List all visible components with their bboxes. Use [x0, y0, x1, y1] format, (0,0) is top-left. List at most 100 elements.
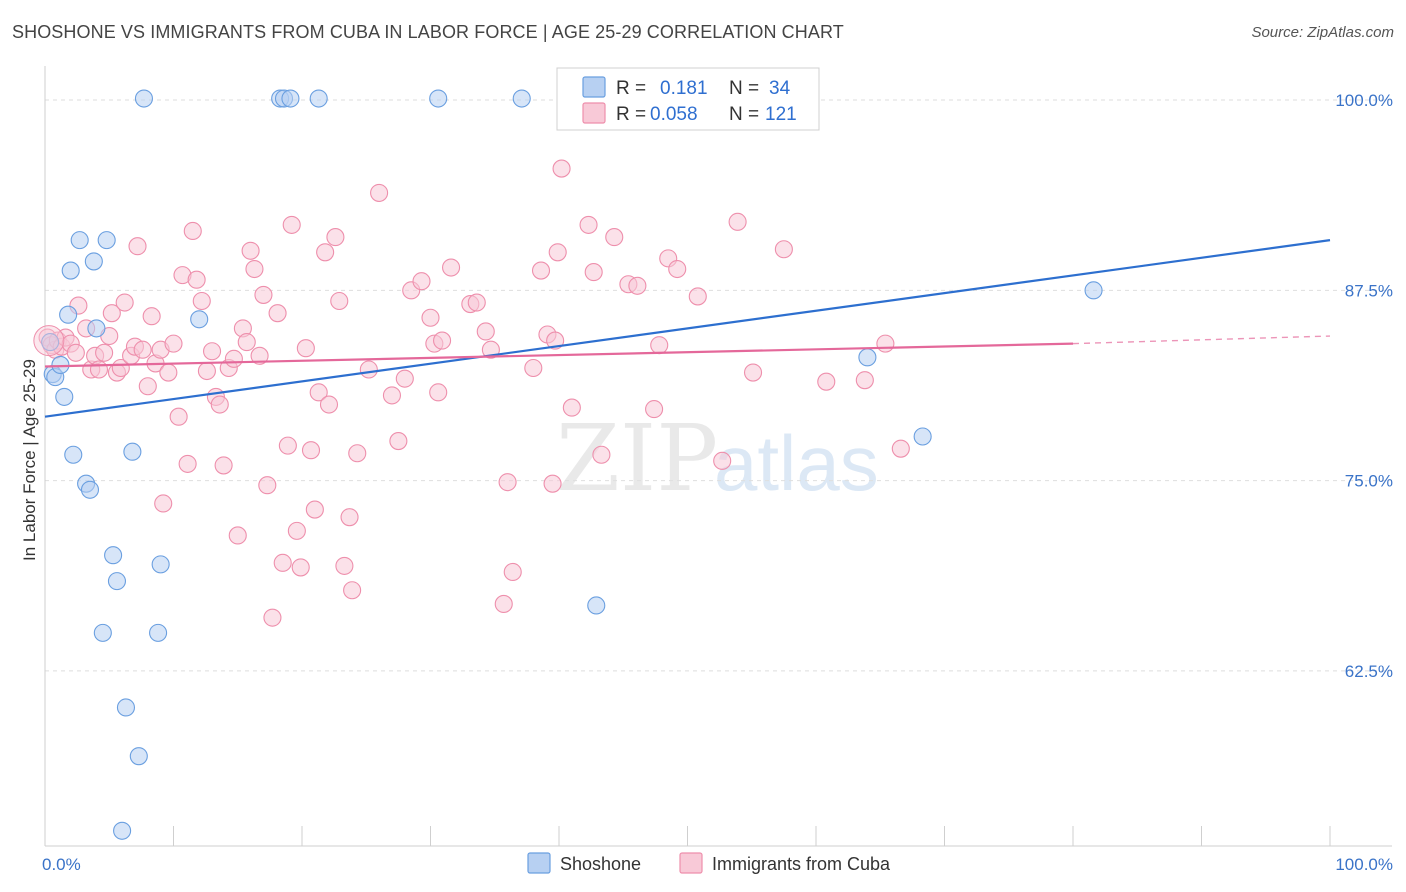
- legend-swatch-cuba: [582, 102, 606, 124]
- point-cuba-46: [241, 241, 260, 260]
- point-shoshone-8: [70, 231, 89, 250]
- point-cuba-47: [245, 259, 264, 279]
- point-shoshone-0: [41, 333, 60, 352]
- point-cuba-102: [645, 400, 664, 419]
- point-shoshone-12: [87, 319, 106, 338]
- gridlines: [45, 99, 1392, 672]
- legend-swatch-shoshone: [582, 76, 606, 98]
- point-shoshone-16: [107, 572, 127, 591]
- point-cuba-76: [412, 272, 431, 291]
- x-tick-label-1: 100.0%: [1335, 855, 1393, 874]
- point-cuba-37: [203, 342, 222, 361]
- point-cuba-50: [258, 476, 277, 495]
- bottom-legend-swatch-shoshone: [527, 852, 551, 874]
- point-cuba-53: [273, 553, 292, 572]
- point-cuba-27: [154, 494, 173, 513]
- legend-r-label-1: R =: [616, 78, 646, 99]
- point-cuba-39: [210, 395, 229, 414]
- point-cuba-86: [498, 473, 517, 492]
- point-cuba-36: [197, 361, 216, 381]
- point-shoshone-7: [64, 445, 83, 464]
- point-cuba-54: [278, 436, 297, 455]
- point-cuba-81: [442, 258, 461, 277]
- point-cuba-59: [301, 441, 321, 460]
- point-shoshone-34: [1084, 281, 1103, 300]
- point-shoshone-32: [858, 348, 877, 367]
- point-cuba-18: [115, 293, 134, 312]
- data-points: [33, 89, 1103, 840]
- point-shoshone-6: [61, 261, 80, 280]
- point-cuba-49: [254, 285, 273, 304]
- point-cuba-34: [187, 270, 206, 289]
- point-cuba-56: [287, 521, 306, 540]
- point-cuba-99: [605, 228, 624, 247]
- point-cuba-23: [138, 377, 157, 396]
- bottom-legend-label-cuba: Immigrants from Cuba: [712, 854, 891, 874]
- point-cuba-58: [296, 339, 315, 358]
- point-cuba-52: [268, 304, 287, 323]
- point-cuba-55: [282, 215, 301, 234]
- point-cuba-71: [370, 183, 389, 202]
- point-cuba-84: [476, 322, 495, 341]
- point-cuba-90: [531, 261, 551, 280]
- point-cuba-89: [524, 358, 543, 378]
- point-cuba-97: [584, 263, 603, 282]
- point-cuba-12: [89, 360, 109, 379]
- point-cuba-7: [66, 343, 85, 362]
- point-cuba-30: [169, 407, 188, 426]
- point-cuba-72: [382, 386, 402, 405]
- point-cuba-62: [316, 243, 335, 262]
- point-cuba-88: [494, 594, 513, 613]
- point-cuba-40: [214, 456, 233, 475]
- point-cuba-95: [562, 398, 581, 417]
- y-axis-label: In Labor Force | Age 25-29: [20, 359, 39, 561]
- source-label: Source: ZipAtlas.com: [1251, 24, 1394, 41]
- point-cuba-98: [592, 445, 611, 464]
- point-cuba-15: [102, 304, 121, 323]
- point-cuba-114: [891, 439, 910, 458]
- legend-n-value-1: 34: [769, 78, 791, 99]
- point-cuba-33: [183, 221, 202, 241]
- point-cuba-63: [319, 395, 339, 414]
- point-cuba-68: [343, 581, 362, 600]
- point-shoshone-20: [134, 89, 153, 108]
- trend-line-cuba: [44, 342, 1074, 368]
- point-cuba-93: [546, 331, 565, 350]
- point-shoshone-4: [55, 387, 74, 406]
- point-cuba-42: [224, 349, 243, 368]
- series-legend: Shoshone Immigrants from Cuba: [527, 852, 891, 874]
- y-tick-label-1: 75.0%: [1345, 472, 1393, 491]
- point-shoshone-29: [512, 89, 531, 108]
- point-shoshone-15: [104, 546, 123, 565]
- x-tick-label-0: 0.0%: [42, 855, 81, 874]
- point-cuba-96: [579, 215, 598, 234]
- point-cuba-115: [552, 159, 571, 178]
- point-cuba-113: [876, 334, 895, 353]
- point-cuba-48: [250, 346, 269, 365]
- point-cuba-69: [348, 444, 367, 463]
- point-shoshone-14: [97, 231, 116, 250]
- point-shoshone-28: [429, 89, 448, 108]
- point-cuba-61: [309, 383, 328, 402]
- point-cuba-92: [543, 474, 562, 493]
- point-cuba-65: [330, 291, 349, 311]
- point-cuba-22: [133, 340, 152, 359]
- point-cuba-94: [548, 243, 567, 262]
- point-shoshone-22: [151, 555, 170, 574]
- point-shoshone-13: [93, 623, 112, 642]
- point-cuba-80: [433, 331, 452, 350]
- y-tick-label-2: 87.5%: [1345, 281, 1393, 300]
- point-cuba-83: [467, 293, 486, 312]
- point-cuba-21: [128, 237, 147, 256]
- point-cuba-109: [743, 363, 763, 382]
- point-cuba-29: [164, 334, 183, 353]
- trend-lines: [44, 239, 1331, 418]
- bottom-legend-label-shoshone: Shoshone: [560, 854, 641, 874]
- point-cuba-32: [178, 454, 197, 473]
- point-shoshone-31: [587, 596, 606, 615]
- watermark-atlas: atlas: [714, 419, 879, 507]
- legend-r-value-1: 0.181: [660, 78, 708, 99]
- point-cuba-111: [817, 372, 836, 391]
- point-cuba-24: [142, 307, 161, 326]
